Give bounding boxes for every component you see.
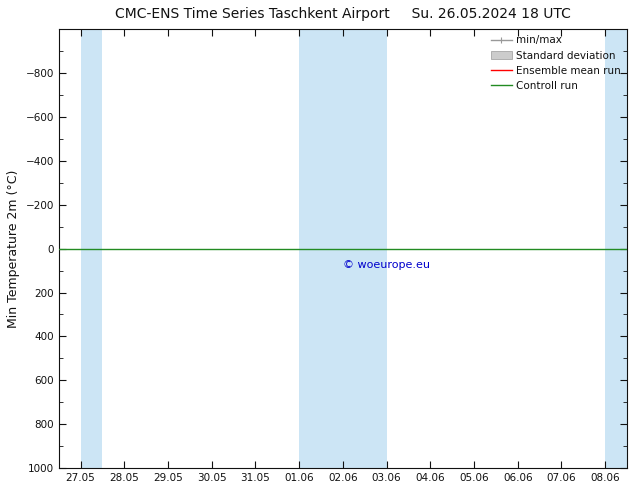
Text: © woeurope.eu: © woeurope.eu (343, 260, 430, 270)
Bar (299, 29, 387, 468)
Bar (81, 29, 103, 468)
Y-axis label: Min Temperature 2m (°C): Min Temperature 2m (°C) (7, 170, 20, 328)
Legend: min/max, Standard deviation, Ensemble mean run, Controll run: min/max, Standard deviation, Ensemble me… (488, 32, 624, 94)
Title: CMC-ENS Time Series Taschkent Airport     Su. 26.05.2024 18 UTC: CMC-ENS Time Series Taschkent Airport Su… (115, 7, 571, 21)
Bar (605, 29, 627, 468)
